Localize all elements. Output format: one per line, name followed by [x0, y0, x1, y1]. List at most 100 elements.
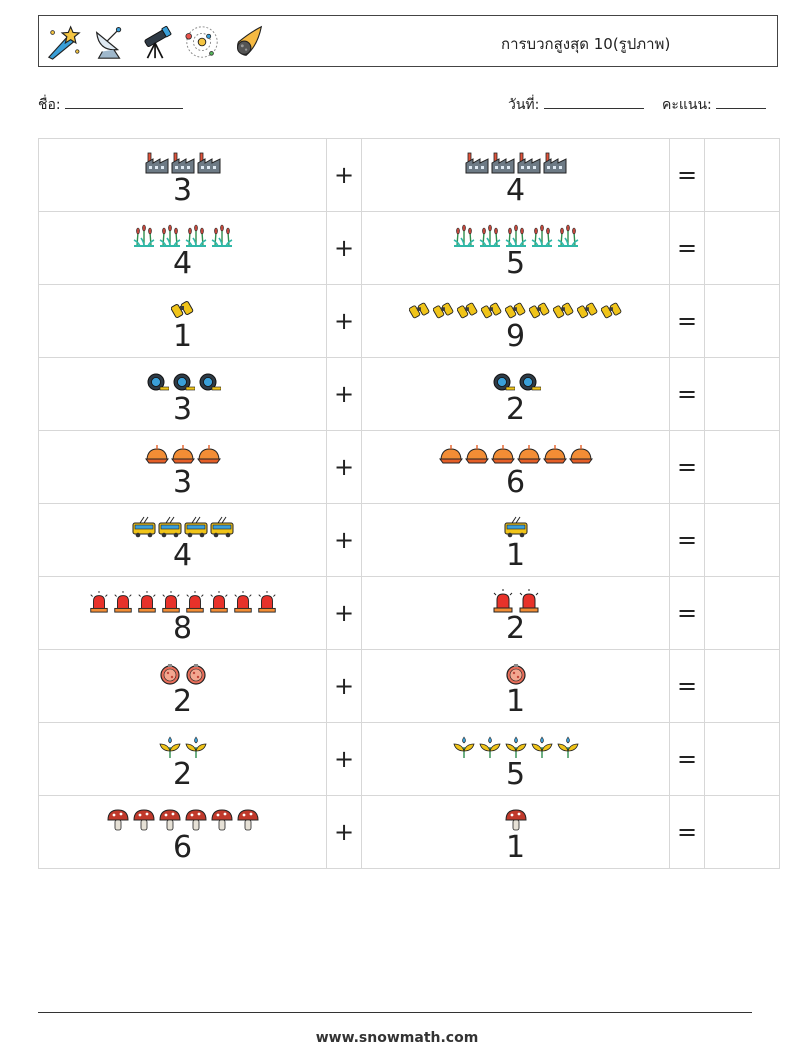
problem-table: 3 +4 = 4 +5 = 1 +9 = 3 +2 = 3 +6 = 4 +1 = 8 +2 = 2 +1 = 2 +5 = 6 +1 =: [38, 138, 780, 869]
binoculars-icon: [600, 299, 623, 321]
answer-box[interactable]: [704, 649, 780, 723]
equals-sign: =: [669, 795, 705, 869]
right-term-number: 2: [505, 391, 526, 427]
right-term-pictures: [362, 808, 669, 832]
name-field[interactable]: ชื่อ:: [38, 94, 184, 116]
answer-box[interactable]: [704, 284, 780, 358]
left-term-cell: 4: [38, 503, 327, 577]
left-term-cell: 6: [38, 795, 327, 869]
left-term-cell: 3: [38, 430, 327, 504]
siren-icon: [88, 590, 110, 613]
binoculars-icon: [552, 299, 575, 321]
reeds-icon: [210, 224, 234, 248]
reeds-icon: [530, 224, 554, 248]
factory-icon: [517, 151, 541, 175]
equals-sign: =: [669, 430, 705, 504]
answer-box[interactable]: [704, 138, 780, 212]
pie-icon: [568, 443, 593, 467]
equals-sign: =: [669, 722, 705, 796]
problem-row: 2 +1 =: [38, 649, 780, 723]
sprout-icon: [452, 735, 476, 759]
left-term-pictures: [39, 224, 326, 248]
answer-box[interactable]: [704, 503, 780, 577]
reeds-icon: [556, 224, 580, 248]
plus-sign: +: [326, 722, 362, 796]
binoculars-icon: [432, 299, 455, 321]
right-term-cell: 6: [361, 430, 670, 504]
ornament-icon: [158, 662, 182, 686]
left-term-cell: 8: [38, 576, 327, 650]
equals-sign: =: [669, 576, 705, 650]
tape-measure-icon: [491, 370, 515, 394]
siren-icon: [232, 590, 254, 613]
left-term-number: 3: [172, 172, 193, 208]
mushroom-icon: [504, 808, 528, 832]
plus-sign: +: [326, 138, 362, 212]
problem-row: 1 +9 =: [38, 284, 780, 358]
left-term-pictures: [39, 808, 326, 832]
answer-box[interactable]: [704, 357, 780, 431]
plus-sign: +: [326, 284, 362, 358]
sprout-icon: [184, 735, 208, 759]
right-term-number: 2: [505, 610, 526, 646]
siren-icon: [160, 590, 182, 613]
answer-box[interactable]: [704, 430, 780, 504]
plus-sign: +: [326, 576, 362, 650]
right-term-number: 4: [505, 172, 526, 208]
worksheet-title: การบวกสูงสุด 10(รูปภาพ): [501, 35, 671, 53]
problem-row: 3 +6 =: [38, 430, 780, 504]
factory-icon: [197, 151, 221, 175]
right-term-pictures: [362, 443, 669, 467]
binoculars-icon: [456, 299, 479, 321]
right-term-cell: 5: [361, 211, 670, 285]
score-blank[interactable]: [716, 94, 767, 109]
comet-icon: [236, 25, 263, 56]
mushroom-icon: [210, 808, 234, 832]
right-term-cell: 2: [361, 357, 670, 431]
footer-website[interactable]: www.snowmath.com: [315, 1030, 479, 1046]
binoculars-icon: [528, 299, 551, 321]
left-term-number: 3: [172, 464, 193, 500]
pie-icon: [438, 443, 463, 467]
pie-icon: [144, 443, 169, 467]
date-field[interactable]: วันที่:: [508, 94, 644, 116]
name-label: ชื่อ:: [38, 97, 61, 113]
left-term-pictures: [39, 589, 326, 613]
date-blank[interactable]: [543, 94, 644, 109]
mushroom-icon: [158, 808, 182, 832]
answer-box[interactable]: [704, 722, 780, 796]
left-term-number: 2: [172, 756, 193, 792]
right-term-number: 6: [505, 464, 526, 500]
telescope-icon: [144, 25, 172, 59]
pie-icon: [490, 443, 515, 467]
left-term-pictures: [39, 516, 326, 540]
problem-row: 3 +2 =: [38, 357, 780, 431]
score-field[interactable]: คะแนน:: [662, 94, 767, 116]
answer-box[interactable]: [704, 211, 780, 285]
right-term-number: 1: [505, 683, 526, 719]
factory-icon: [543, 151, 567, 175]
mushroom-icon: [184, 808, 208, 832]
left-term-number: 4: [172, 537, 193, 573]
name-blank[interactable]: [65, 94, 184, 109]
right-term-cell: 2: [361, 576, 670, 650]
right-term-number: 1: [505, 537, 526, 573]
siren-icon: [208, 590, 230, 613]
answer-box[interactable]: [704, 795, 780, 869]
left-term-pictures: [39, 662, 326, 686]
mushroom-icon: [106, 808, 130, 832]
problem-row: 8 +2 =: [38, 576, 780, 650]
ornament-icon: [184, 662, 208, 686]
problem-row: 4 +5 =: [38, 211, 780, 285]
pie-icon: [516, 443, 541, 467]
left-term-cell: 2: [38, 649, 327, 723]
left-term-pictures: [39, 151, 326, 175]
trolleybus-icon: [132, 516, 156, 540]
mushroom-icon: [236, 808, 260, 832]
right-term-cell: 4: [361, 138, 670, 212]
answer-box[interactable]: [704, 576, 780, 650]
left-term-cell: 1: [38, 284, 327, 358]
shooting-star-icon: [47, 25, 81, 60]
right-term-pictures: [362, 370, 669, 394]
problem-row: 3 +4 =: [38, 138, 780, 212]
